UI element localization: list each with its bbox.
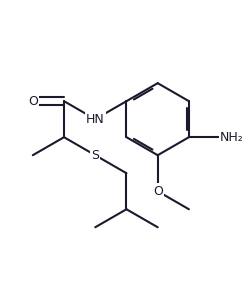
Text: HN: HN [86,113,104,126]
Text: NH₂: NH₂ [219,131,243,144]
Text: O: O [152,185,162,198]
Text: O: O [28,95,38,108]
Text: S: S [91,149,99,162]
